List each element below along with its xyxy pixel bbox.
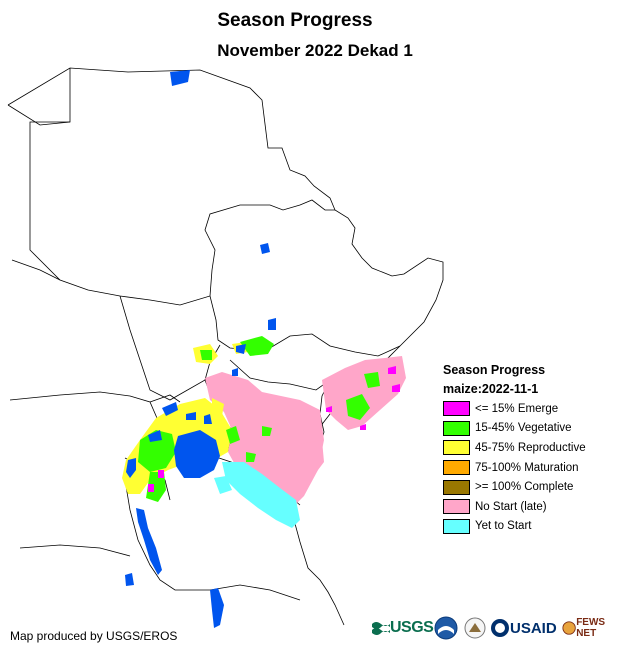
legend-swatch bbox=[443, 479, 470, 495]
usgs-text: USGS bbox=[390, 619, 434, 636]
legend-item-reproductive: 45-75% Reproductive bbox=[443, 438, 613, 458]
noaa-icon bbox=[434, 616, 458, 640]
legend-label: No Start (late) bbox=[475, 500, 547, 513]
partner-logos: USGS USAID FEWS NET bbox=[372, 613, 622, 643]
legend-label: 75-100% Maturation bbox=[475, 461, 579, 474]
map-subtitle: November 2022 Dekad 1 bbox=[217, 41, 413, 60]
legend-subtitle: maize:2022-11-1 bbox=[443, 382, 539, 396]
usaid-logo: USAID bbox=[490, 613, 557, 643]
legend-label: <= 15% Emerge bbox=[475, 402, 559, 415]
region-outline bbox=[7, 67, 444, 626]
usgs-logo: USGS bbox=[372, 613, 434, 643]
doi-seal-icon bbox=[464, 617, 486, 639]
legend-swatch bbox=[443, 440, 470, 456]
legend: Season Progress maize:2022-11-1 <= 15% E… bbox=[443, 361, 613, 536]
legend-swatch bbox=[443, 499, 470, 515]
usaid-seal-icon bbox=[491, 619, 509, 637]
legend-label: Yet to Start bbox=[475, 520, 532, 533]
fews-net-icon bbox=[562, 621, 576, 635]
map-title: Season Progress bbox=[217, 10, 373, 31]
legend-swatch bbox=[443, 420, 470, 436]
legend-title: Season Progress bbox=[443, 363, 546, 377]
usaid-text: USAID bbox=[510, 619, 557, 637]
legend-item-vegetative: 15-45% Vegetative bbox=[443, 419, 613, 439]
fews-net-logo: FEWS NET bbox=[562, 613, 622, 643]
fews-net-text: FEWS NET bbox=[576, 617, 606, 639]
legend-swatch bbox=[443, 401, 470, 417]
doi-logo bbox=[464, 613, 486, 643]
legend-item-maturation: 75-100% Maturation bbox=[443, 458, 613, 478]
legend-swatch bbox=[443, 518, 470, 534]
legend-label: >= 100% Complete bbox=[475, 481, 574, 494]
legend-item-yet-to-start: Yet to Start bbox=[443, 517, 613, 537]
legend-label: 15-45% Vegetative bbox=[475, 422, 572, 435]
legend-swatch bbox=[443, 460, 470, 476]
legend-item-complete: >= 100% Complete bbox=[443, 477, 613, 497]
legend-item-no-start: No Start (late) bbox=[443, 497, 613, 517]
map-credit: Map produced by USGS/EROS bbox=[10, 629, 178, 643]
noaa-logo bbox=[434, 613, 458, 643]
usgs-wave-icon bbox=[372, 622, 390, 635]
legend-label: 45-75% Reproductive bbox=[475, 441, 586, 454]
legend-item-emerge: <= 15% Emerge bbox=[443, 399, 613, 419]
